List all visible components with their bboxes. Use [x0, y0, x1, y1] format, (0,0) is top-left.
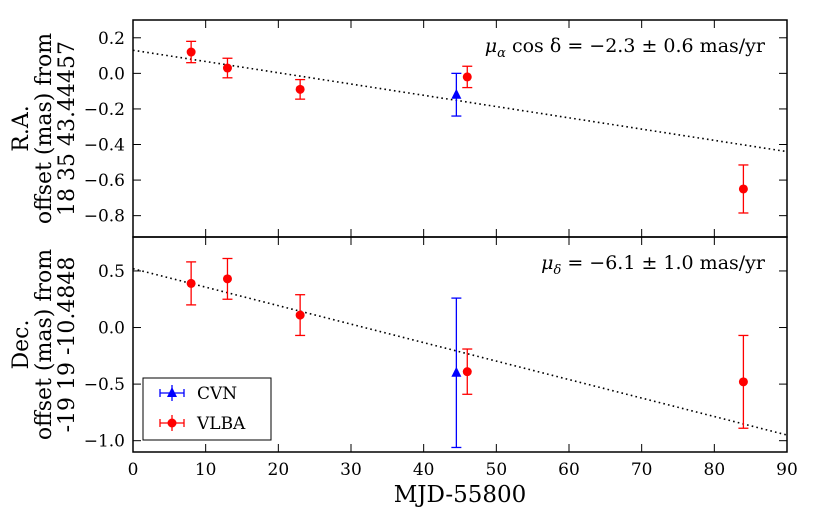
data-point-cvn — [451, 366, 462, 377]
legend-marker — [167, 418, 177, 428]
y-axis-label-line: -19 19 -10.4848 — [55, 257, 80, 433]
legend-marker — [167, 387, 177, 397]
y-tick-label: −0.8 — [84, 207, 125, 227]
legend-label-vlba: VLBA — [196, 414, 246, 434]
y-tick-label: 0.0 — [98, 319, 125, 339]
data-point-vlba — [186, 47, 196, 57]
fit-line — [132, 267, 788, 436]
data-point-vlba — [222, 63, 232, 73]
x-tick-label: 0 — [128, 460, 139, 480]
data-point-vlba — [738, 184, 748, 194]
y-tick-label: −1.0 — [84, 432, 125, 452]
legend: CVN VLBA — [142, 377, 272, 441]
x-tick-label: 80 — [704, 460, 726, 480]
data-point-vlba — [222, 274, 232, 284]
annotation-subscript: α — [497, 46, 506, 61]
y-tick-label: −0.4 — [84, 136, 125, 156]
y-tick-label: 0.2 — [98, 29, 125, 49]
annotation-subscript: δ — [553, 263, 561, 278]
y-tick-label: −0.6 — [84, 171, 125, 191]
y-tick-label: −0.5 — [84, 375, 125, 395]
x-tick-label: 70 — [631, 460, 653, 480]
y-axis-label-line: Dec. — [9, 320, 34, 370]
x-tick-label: 10 — [195, 460, 217, 480]
x-tick-label: 50 — [486, 460, 508, 480]
annotation-symbol: μ — [485, 35, 497, 57]
y-axis-label-line: 18 35 43.44457 — [55, 41, 80, 216]
data-point-vlba — [295, 310, 305, 320]
data-point-vlba — [295, 84, 305, 94]
x-tick-label: 20 — [268, 460, 290, 480]
annotation-symbol: μ — [541, 252, 553, 274]
x-tick-label: 60 — [558, 460, 580, 480]
data-point-cvn — [451, 88, 462, 99]
x-tick-label: 30 — [340, 460, 362, 480]
dec-offset-panel: 0.5 0.0 −0.5 −1.00 10 20 30 40 50 60 70 80 90 MJD-558… — [9, 236, 798, 508]
y-tick-label: −0.2 — [84, 100, 125, 120]
legend-label-cvn: CVN — [197, 384, 237, 404]
y-axis-label-line: offset (mas) from — [32, 33, 57, 224]
y-tick-label: 0.5 — [98, 262, 125, 282]
legend-box — [142, 377, 272, 441]
data-point-vlba — [186, 278, 196, 288]
annotation-value: = −6.1 ± 1.0 mas/yr — [561, 252, 766, 274]
proper-motion-annotation: μα cos δ = −2.3 ± 0.6 mas/yr — [485, 35, 766, 61]
x-tick-label: 90 — [776, 460, 798, 480]
data-point-vlba — [738, 377, 748, 387]
ra-offset-panel: 0.2 0.0 −0.2 −0.4 −0.6 −0.8 R.A.offset (mas) f… — [9, 19, 788, 238]
plot-frame — [132, 236, 788, 453]
y-axis-label-line: R.A. — [9, 105, 34, 151]
y-tick-label: 0.0 — [98, 64, 125, 84]
y-axis-label-line: offset (mas) from — [32, 249, 57, 440]
x-axis-label: MJD-55800 — [394, 482, 527, 508]
data-point-vlba — [462, 72, 472, 82]
x-tick-label: 40 — [413, 460, 435, 480]
annotation-value: cos δ = −2.3 ± 0.6 mas/yr — [506, 35, 766, 57]
data-point-vlba — [462, 367, 472, 377]
proper-motion-annotation: μδ = −6.1 ± 1.0 mas/yr — [541, 252, 766, 278]
